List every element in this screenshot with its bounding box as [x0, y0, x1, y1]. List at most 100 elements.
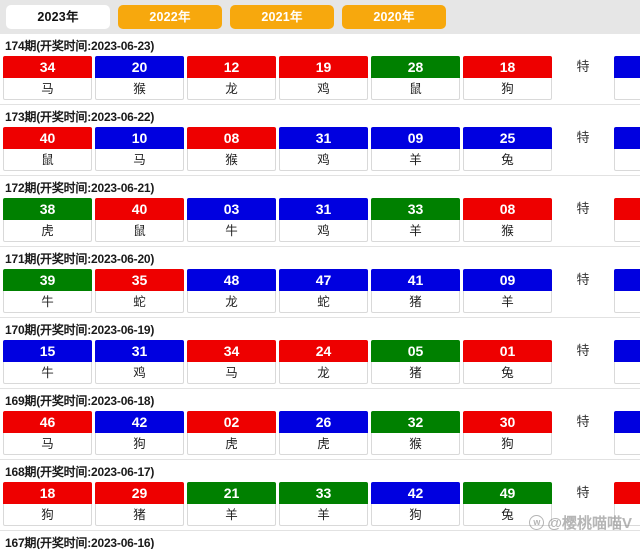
- ball-cell: 42 狗: [371, 482, 460, 526]
- special-ball-cell: 04鼠: [614, 411, 640, 455]
- ball-zodiac: 兔: [463, 362, 552, 384]
- draw-row: 172期(开奖时间:2023-06-21) 38 虎 40 鼠 03 牛 31 鸡 33 羊 08 猴 特…: [0, 176, 640, 247]
- ball-number: 47: [279, 269, 368, 291]
- special-ball-cell: 12龙: [614, 198, 640, 242]
- draw-period-header: 170期(开奖时间:2023-06-19): [5, 323, 155, 337]
- ball-number: 33: [371, 198, 460, 220]
- special-marker-label: 特: [576, 130, 590, 145]
- ball-number: 31: [279, 198, 368, 220]
- ball-number: 25: [463, 127, 552, 149]
- ball-cell: 08 猴: [463, 198, 552, 242]
- ball-cell: 34 马: [187, 340, 276, 384]
- special-ball-cell: 12龙: [614, 482, 640, 526]
- draw-period-header: 171期(开奖时间:2023-06-20): [5, 252, 155, 266]
- ball-number: 34: [3, 56, 92, 78]
- ball-zodiac: 羊: [371, 220, 460, 242]
- ball-cell: 49 兔: [463, 482, 552, 526]
- ball-zodiac: 牛: [3, 291, 92, 313]
- ball-zodiac: 马: [187, 362, 276, 384]
- ball-cell: 38 虎: [3, 198, 92, 242]
- ball-cell: 31 鸡: [279, 198, 368, 242]
- ball-cell: 28 鼠: [371, 56, 460, 100]
- draw-results-list: 174期(开奖时间:2023-06-23) 34 马 20 猴 12 龙 19 鸡 28 鼠 18 狗特…: [0, 34, 640, 549]
- draw-period-header: 174期(开奖时间:2023-06-23): [5, 39, 155, 53]
- draw-row: 168期(开奖时间:2023-06-17) 18 狗 29 猪 21 羊 33 羊 42 狗 49 兔特…: [0, 460, 640, 531]
- special-ball-zodiac: 马: [614, 362, 640, 384]
- ball-cell: 31 鸡: [95, 340, 184, 384]
- ball-number: 05: [371, 340, 460, 362]
- special-marker-label: 特: [576, 59, 590, 74]
- ball-zodiac: 虎: [3, 220, 92, 242]
- draw-period-header: 173期(开奖时间:2023-06-22): [5, 110, 155, 124]
- ball-cell: 47 蛇: [279, 269, 368, 313]
- year-tab-2021[interactable]: 2021年: [230, 5, 334, 29]
- ball-zodiac: 猪: [371, 291, 460, 313]
- ball-cell: 33 羊: [279, 482, 368, 526]
- ball-cell: 33 羊: [371, 198, 460, 242]
- ball-cell: 39 牛: [3, 269, 92, 313]
- ball-group: 15牛31鸡34马24龙05猪01兔特10马: [0, 340, 640, 384]
- ball-zodiac: 狗: [371, 504, 460, 526]
- ball-zodiac: 龙: [279, 362, 368, 384]
- special-ball-cell: 41猪: [614, 56, 640, 100]
- draw-row: 170期(开奖时间:2023-06-19) 15 牛 31 鸡 34 马 24 龙 05 猪 01 兔特…: [0, 318, 640, 389]
- ball-cell: 01 兔: [463, 340, 552, 384]
- ball-zodiac: 鼠: [371, 78, 460, 100]
- year-tab-2022[interactable]: 2022年: [118, 5, 222, 29]
- ball-number: 24: [279, 340, 368, 362]
- draw-period-header: 169期(开奖时间:2023-06-18): [5, 394, 155, 408]
- ball-zodiac: 猴: [95, 78, 184, 100]
- special-ball-cell: 10马: [614, 340, 640, 384]
- special-ball-number: 12: [614, 198, 640, 220]
- ball-cell: 21 羊: [187, 482, 276, 526]
- ball-zodiac: 猴: [371, 433, 460, 455]
- ball-cell: 20 猴: [95, 56, 184, 100]
- ball-number: 21: [187, 482, 276, 504]
- ball-number: 46: [3, 411, 92, 433]
- ball-number: 26: [279, 411, 368, 433]
- special-ball-zodiac: 鼠: [614, 433, 640, 455]
- ball-cell: 48 龙: [187, 269, 276, 313]
- ball-number: 35: [95, 269, 184, 291]
- ball-number: 40: [95, 198, 184, 220]
- year-tab-2020[interactable]: 2020年: [342, 5, 446, 29]
- ball-zodiac: 马: [95, 149, 184, 171]
- ball-cell: 40 鼠: [95, 198, 184, 242]
- ball-number: 28: [371, 56, 460, 78]
- ball-group: 46马42狗02虎26虎32猴30狗特04鼠: [0, 411, 640, 455]
- ball-zodiac: 鸡: [279, 78, 368, 100]
- ball-cell: 18 狗: [3, 482, 92, 526]
- year-tab-2023[interactable]: 2023年: [6, 5, 110, 29]
- ball-number: 09: [371, 127, 460, 149]
- ball-cell: 29 猪: [95, 482, 184, 526]
- ball-cell: 25 兔: [463, 127, 552, 171]
- ball-zodiac: 虎: [187, 433, 276, 455]
- ball-zodiac: 狗: [95, 433, 184, 455]
- ball-number: 34: [187, 340, 276, 362]
- ball-number: 08: [463, 198, 552, 220]
- ball-zodiac: 狗: [463, 78, 552, 100]
- ball-zodiac: 牛: [3, 362, 92, 384]
- ball-zodiac: 虎: [279, 433, 368, 455]
- special-marker-label: 特: [576, 343, 590, 358]
- ball-number: 31: [95, 340, 184, 362]
- special-ball-number: 10: [614, 269, 640, 291]
- ball-number: 31: [279, 127, 368, 149]
- ball-zodiac: 兔: [463, 504, 552, 526]
- ball-cell: 46 马: [3, 411, 92, 455]
- ball-zodiac: 蛇: [95, 291, 184, 313]
- draw-period-header: 168期(开奖时间:2023-06-17): [5, 465, 155, 479]
- ball-number: 49: [463, 482, 552, 504]
- ball-group: 39牛35蛇48龙47蛇41猪09羊特10马: [0, 269, 640, 313]
- ball-zodiac: 牛: [187, 220, 276, 242]
- ball-zodiac: 猴: [463, 220, 552, 242]
- ball-zodiac: 鸡: [279, 149, 368, 171]
- ball-zodiac: 羊: [463, 291, 552, 313]
- ball-zodiac: 鸡: [279, 220, 368, 242]
- ball-number: 15: [3, 340, 92, 362]
- ball-cell: 31 鸡: [279, 127, 368, 171]
- ball-number: 19: [279, 56, 368, 78]
- ball-zodiac: 羊: [279, 504, 368, 526]
